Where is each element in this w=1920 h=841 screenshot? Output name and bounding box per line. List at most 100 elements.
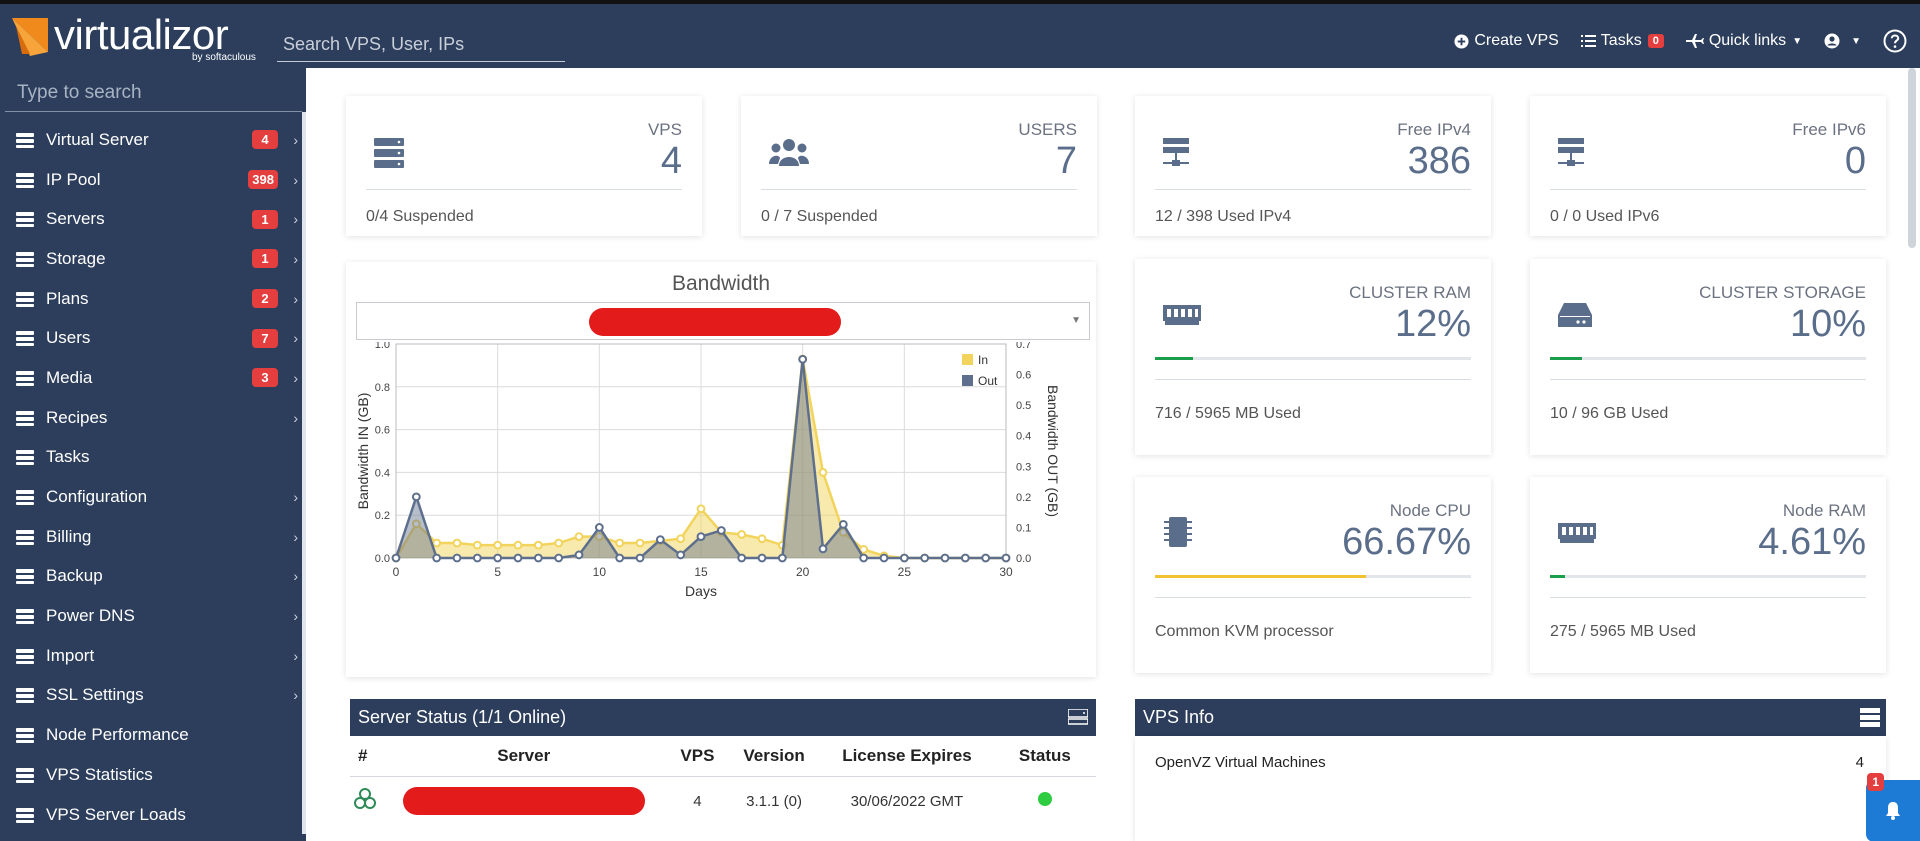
y2-tick-label: 0.4 xyxy=(1016,431,1031,443)
sidebar-item-vps-statistics[interactable]: VPS Statistics xyxy=(0,755,302,795)
user-menu-dropdown[interactable]: ▼ xyxy=(1824,33,1861,49)
logo-text: virtualizor xyxy=(54,11,229,58)
cpu-icon xyxy=(1164,517,1192,547)
ipv6-stat-sub: 0 / 0 Used IPv6 xyxy=(1550,208,1660,225)
sidebar-item-ssl-settings[interactable]: SSL Settings › xyxy=(0,676,302,716)
cluster-ram-card[interactable]: CLUSTER RAM 12% 716 / 5965 MB Used xyxy=(1135,259,1491,455)
series-in-point xyxy=(859,545,869,554)
y2-tick-label: 0.0 xyxy=(1016,553,1031,565)
ipv6-stat-card[interactable]: Free IPv6 0 0 / 0 Used IPv6 xyxy=(1530,96,1886,236)
billing-icon xyxy=(14,526,36,548)
sidebar-item-power-dns[interactable]: Power DNS › xyxy=(0,596,302,636)
server-name-cell[interactable] xyxy=(380,775,667,826)
sidebar-item-label: Media xyxy=(46,367,93,387)
series-out-point xyxy=(859,553,869,563)
sidebar-item-servers[interactable]: Servers 1 › xyxy=(0,199,302,239)
users-stat-value: 7 xyxy=(1055,140,1077,182)
series-out-point xyxy=(452,553,462,563)
series-in-point xyxy=(757,534,767,544)
sidebar-item-billing[interactable]: Billing › xyxy=(0,517,302,557)
vps-stat-card[interactable]: VPS 4 0/4 Suspended xyxy=(346,96,702,236)
top-search-input[interactable] xyxy=(277,28,565,61)
series-out-point xyxy=(798,354,808,364)
sidebar-item-node-performance[interactable]: Node Performance xyxy=(0,715,302,755)
sidebar-item-virtual-server[interactable]: Virtual Server 4 › xyxy=(0,120,302,160)
col-server: Server xyxy=(497,745,551,765)
sidebar-item-label: VPS Server Loads xyxy=(46,804,186,824)
server-stack-icon[interactable] xyxy=(1860,708,1880,728)
sidebar-scrollbar[interactable] xyxy=(302,112,306,834)
ipv4-stat-card[interactable]: Free IPv4 386 12 / 398 Used IPv4 xyxy=(1135,96,1491,236)
sidebar-item-users[interactable]: Users 7 › xyxy=(0,318,302,358)
series-out-point xyxy=(757,553,767,563)
memory-icon xyxy=(1163,305,1201,325)
vps-info-body: OpenVZ Virtual Machines 4 xyxy=(1135,736,1886,841)
sidebar-item-plans[interactable]: Plans 2 › xyxy=(0,279,302,319)
users-stat-card[interactable]: USERS 7 0 / 7 Suspended xyxy=(741,96,1097,236)
server-icon[interactable] xyxy=(1068,709,1088,727)
node-cpu-card[interactable]: Node CPU 66.67% Common KVM processor xyxy=(1135,477,1491,673)
sidebar-search-input[interactable] xyxy=(5,74,302,111)
main-scrollbar[interactable] xyxy=(1908,68,1916,248)
logo[interactable]: virtualizor xyxy=(12,11,229,58)
y2-axis-label: Bandwidth OUT (GB) xyxy=(1045,385,1061,517)
y-tick-label: 1.0 xyxy=(375,342,390,351)
y2-tick-label: 0.2 xyxy=(1016,492,1031,504)
cluster-ram-value: 12% xyxy=(1394,303,1471,345)
tasks-button[interactable]: Tasks 0 xyxy=(1580,32,1664,50)
chevron-right-icon: › xyxy=(293,171,298,188)
sidebar-item-tasks[interactable]: Tasks xyxy=(0,438,302,478)
sidebar-item-recipes[interactable]: Recipes › xyxy=(0,398,302,438)
series-in-point xyxy=(676,534,686,544)
notification-button[interactable] xyxy=(1866,780,1920,841)
legend-entry: In xyxy=(978,353,988,367)
chevron-right-icon: › xyxy=(293,687,298,704)
series-out-point xyxy=(716,526,726,535)
cluster-storage-card[interactable]: CLUSTER STORAGE 10% 10 / 96 GB Used xyxy=(1530,259,1886,455)
series-out-point xyxy=(594,523,604,532)
help-button[interactable] xyxy=(1883,29,1912,53)
server-license-cell: 30/06/2022 GMT xyxy=(820,775,994,826)
node-ram-sub: 275 / 5965 MB Used xyxy=(1550,623,1696,640)
wrench-icon xyxy=(14,486,36,508)
vps-info-row-label: OpenVZ Virtual Machines xyxy=(1155,754,1326,771)
bell-icon xyxy=(1886,802,1900,820)
server-select-dropdown[interactable]: ▼ xyxy=(356,302,1090,340)
server-type-icon xyxy=(350,775,381,826)
sidebar-item-storage[interactable]: Storage 1 › xyxy=(0,239,302,279)
series-in-point xyxy=(533,540,543,550)
series-in-point xyxy=(554,538,564,548)
sidebar-search xyxy=(5,74,302,112)
series-out-point xyxy=(655,535,665,545)
sidebar-item-ip-pool[interactable]: IP Pool 398 › xyxy=(0,160,302,200)
series-out-point xyxy=(696,532,706,542)
series-in-point xyxy=(818,467,828,477)
node-ram-card[interactable]: Node RAM 4.61% 275 / 5965 MB Used xyxy=(1530,477,1886,673)
series-out-point xyxy=(960,553,970,563)
chevron-right-icon: › xyxy=(293,568,298,585)
quick-links-dropdown[interactable]: Quick links ▼ xyxy=(1685,32,1802,50)
cluster-ram-label: CLUSTER RAM xyxy=(1349,283,1471,302)
memory-icon xyxy=(1558,523,1596,543)
count-badge: 398 xyxy=(248,170,278,190)
chevron-right-icon: › xyxy=(293,330,298,347)
create-vps-button[interactable]: Create VPS xyxy=(1454,32,1559,50)
table-header-row: # Server VPS Version License Expires Sta… xyxy=(350,736,1096,776)
sidebar-item-vps-server-loads[interactable]: VPS Server Loads xyxy=(0,795,302,835)
sidebar-item-backup[interactable]: Backup › xyxy=(0,557,302,597)
network-icon xyxy=(1163,138,1189,166)
series-in-point xyxy=(615,538,625,548)
sidebar-item-label: Configuration xyxy=(46,487,148,507)
chevron-right-icon: › xyxy=(293,211,298,228)
cluster-storage-label: CLUSTER STORAGE xyxy=(1699,283,1866,302)
sidebar-item-label: Import xyxy=(46,645,95,665)
sidebar-item-media[interactable]: Media 3 › xyxy=(0,358,302,398)
status-online-dot xyxy=(1037,792,1052,807)
sidebar-item-import[interactable]: Import › xyxy=(0,636,302,676)
sidebar-item-configuration[interactable]: Configuration › xyxy=(0,477,302,517)
series-out-point xyxy=(493,553,503,563)
table-row[interactable]: 4 3.1.1 (0) 30/06/2022 GMT xyxy=(350,775,1096,826)
vps-stat-label: VPS xyxy=(647,120,682,139)
server-status-header: Server Status (1/1 Online) xyxy=(350,699,1096,736)
series-in-point xyxy=(737,530,747,539)
